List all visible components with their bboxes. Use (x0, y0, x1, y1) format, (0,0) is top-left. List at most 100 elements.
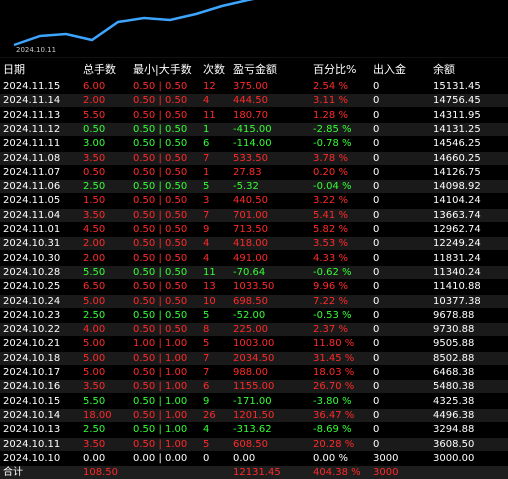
chart-date-label: 2024.10.11 (16, 46, 57, 54)
row-lots: 5.00 (83, 367, 106, 378)
row-deposit: 3000 (373, 452, 399, 464)
row-pl: 180.70 (233, 109, 268, 121)
row-lots: 5.00 (83, 338, 106, 350)
row-pct: 26.70 % (313, 381, 355, 393)
row-count: 4 (203, 238, 210, 250)
total-pl: 12131.45 (233, 467, 281, 479)
row-pct: 36.47 % (313, 409, 355, 421)
table-row: 2024.10.24 5.00 0.50 | 0.50 10 698.50 7.22 % 0… (0, 294, 508, 308)
row-minmax: 0.50 | 0.50 (133, 123, 188, 135)
balance-line (13, 0, 255, 47)
table-row: 2024.10.16 3.50 0.50 | 1.00 6 1155.00 26.70 %… (0, 380, 508, 394)
row-date: 2024.10.13 (3, 424, 61, 436)
row-minmax: 0.50 | 1.00 (133, 367, 188, 378)
row-lots: 4.50 (83, 224, 106, 235)
row-balance: 15131.45 (433, 81, 481, 92)
row-date: 2024.11.15 (3, 81, 61, 92)
row-count: 11 (203, 266, 216, 278)
balance-line-chart (0, 0, 508, 58)
row-pct: 3.11 % (313, 95, 348, 107)
row-count: 1 (203, 123, 210, 135)
row-pl: 1003.00 (233, 338, 275, 350)
row-deposit: 0 (373, 81, 380, 92)
row-lots: 5.00 (83, 352, 106, 364)
row-lots: 2.50 (83, 309, 106, 321)
row-minmax: 0.50 | 1.00 (133, 381, 188, 393)
table-row: 2024.10.13 2.50 0.50 | 1.00 4 -313.62 -8.69 %… (0, 423, 508, 436)
row-deposit: 0 (373, 138, 380, 150)
row-deposit: 0 (373, 395, 380, 407)
row-balance: 10377.38 (433, 295, 481, 307)
row-date: 2024.11.07 (3, 166, 61, 178)
row-balance: 14756.45 (433, 95, 481, 107)
row-pl: 225.00 (233, 324, 268, 336)
row-count: 5 (203, 438, 210, 450)
table-row: 2024.11.07 0.50 0.50 | 0.50 1 27.83 0.20 % 0 14… (0, 166, 508, 179)
row-minmax: 0.50 | 0.50 (133, 152, 188, 164)
row-pct: -0.78 % (313, 138, 352, 150)
row-deposit: 0 (373, 152, 380, 164)
row-balance: 11410.88 (433, 281, 481, 293)
row-pl: -415.00 (233, 123, 272, 135)
row-deposit: 0 (373, 324, 380, 336)
row-minmax: 0.50 | 0.50 (133, 309, 188, 321)
row-pct: 3.78 % (313, 152, 348, 164)
row-pct: 5.82 % (313, 224, 348, 235)
row-balance: 14098.92 (433, 181, 481, 193)
row-balance: 4496.38 (433, 409, 475, 421)
row-pct: 18.03 % (313, 367, 355, 378)
table-row: 2024.10.15 5.50 0.50 | 1.00 9 -171.00 -3.80 %… (0, 395, 508, 408)
row-count: 9 (203, 395, 210, 407)
row-deposit: 0 (373, 238, 380, 250)
header-minmax: 最小|大手数 (133, 63, 192, 76)
row-minmax: 0.50 | 1.00 (133, 352, 188, 364)
row-date: 2024.11.12 (3, 123, 61, 135)
row-balance: 12962.74 (433, 224, 481, 235)
row-count: 0 (203, 452, 210, 464)
row-pl: 418.00 (233, 238, 268, 250)
row-lots: 5.50 (83, 109, 106, 121)
row-date: 2024.11.05 (3, 195, 61, 207)
row-pct: -0.04 % (313, 181, 352, 193)
row-pct: -3.80 % (313, 395, 352, 407)
row-lots: 6.50 (83, 281, 106, 293)
row-minmax: 1.00 | 1.00 (133, 338, 188, 350)
row-minmax: 0.50 | 1.00 (133, 409, 188, 421)
row-pl: 1201.50 (233, 409, 275, 421)
row-pct: -0.53 % (313, 309, 352, 321)
row-minmax: 0.50 | 0.50 (133, 166, 188, 178)
row-lots: 2.50 (83, 424, 106, 436)
row-count: 7 (203, 367, 210, 378)
row-count: 13 (203, 281, 216, 293)
table-row: 2024.11.05 1.50 0.50 | 0.50 3 440.50 3.22 % 0 1… (0, 194, 508, 207)
row-pl: 1155.00 (233, 381, 275, 393)
row-count: 6 (203, 138, 210, 150)
row-pct: 0.00 % (313, 452, 348, 464)
row-pl: 2034.50 (233, 352, 275, 364)
row-lots: 1.50 (83, 195, 106, 207)
row-pct: 1.28 % (313, 109, 348, 121)
total-label: 合计 (3, 467, 23, 479)
row-lots: 5.50 (83, 266, 106, 278)
row-balance: 14546.25 (433, 138, 481, 150)
row-pct: 0.20 % (313, 166, 348, 178)
row-date: 2024.10.17 (3, 367, 61, 378)
row-date: 2024.10.24 (3, 295, 61, 307)
row-balance: 11340.24 (433, 266, 481, 278)
row-balance: 3000.00 (433, 452, 475, 464)
header-date: 日期 (3, 63, 25, 76)
row-pl: 27.83 (233, 166, 262, 178)
row-count: 5 (203, 338, 210, 350)
total-deposit: 3000 (373, 467, 399, 479)
row-count: 6 (203, 381, 210, 393)
row-pl: 988.00 (233, 367, 268, 378)
table-row: 2024.10.17 5.00 0.50 | 1.00 7 988.00 18.03 % 0… (0, 366, 508, 379)
row-minmax: 0.50 | 0.50 (133, 281, 188, 293)
row-pl: 608.50 (233, 438, 268, 450)
header-balance: 余额 (433, 63, 455, 76)
row-balance: 9730.88 (433, 324, 475, 336)
total-row: 合计 108.50 12131.45 404.38 % 3000 (0, 466, 508, 479)
row-date: 2024.11.14 (3, 95, 61, 107)
row-lots: 2.50 (83, 181, 106, 193)
row-balance: 4325.38 (433, 395, 475, 407)
